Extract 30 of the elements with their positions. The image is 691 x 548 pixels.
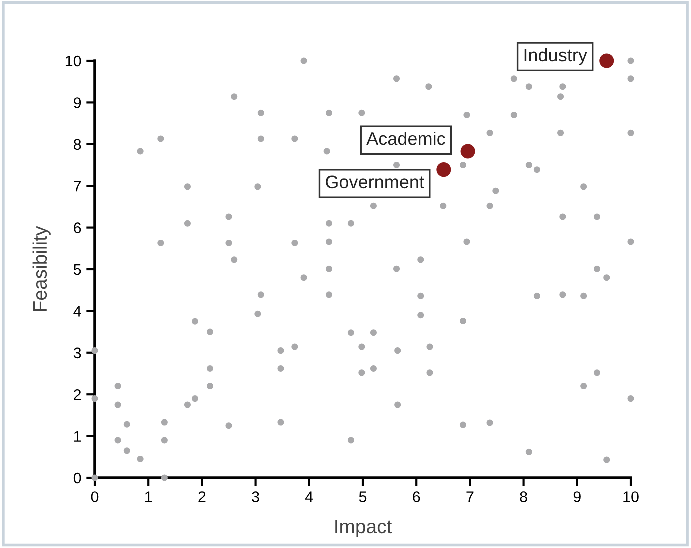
y-tick-label: 10 [66,56,82,67]
y-tick-label: 5 [74,264,82,276]
annotation: Government [326,176,424,189]
y-tick-label: 0 [74,472,82,484]
x-tick-label: 3 [252,492,260,502]
x-tick-label: 8 [520,492,528,502]
y-tick-label: 6 [74,222,82,234]
y-axis-title: Feasibility [32,226,51,312]
x-tick-label: 1 [146,492,152,502]
y-tick-label: 2 [74,389,82,400]
x-tick-label: 7 [466,492,474,502]
x-tick-label: 9 [574,492,581,502]
x-tick-label: 5 [359,492,367,502]
annotation: Academic [366,132,446,146]
annotation: Industry [524,48,588,66]
x-axis-title: Impact [336,520,392,538]
x-tick-label: 6 [413,492,420,502]
x-tick-label: 10 [624,492,639,502]
x-tick-label: 0 [91,492,99,502]
y-tick-label: 7 [74,181,82,192]
y-tick-label: 9 [74,98,82,108]
x-tick-label: 2 [198,492,206,502]
y-tick-label: 4 [74,306,82,317]
point [436,162,452,178]
y-tick-label: 3 [74,348,82,359]
y-tick-label: 1 [74,431,82,442]
y-tick-label: 8 [74,139,82,150]
point [600,54,614,68]
x-tick-label: 4 [306,492,314,502]
point [460,144,476,159]
